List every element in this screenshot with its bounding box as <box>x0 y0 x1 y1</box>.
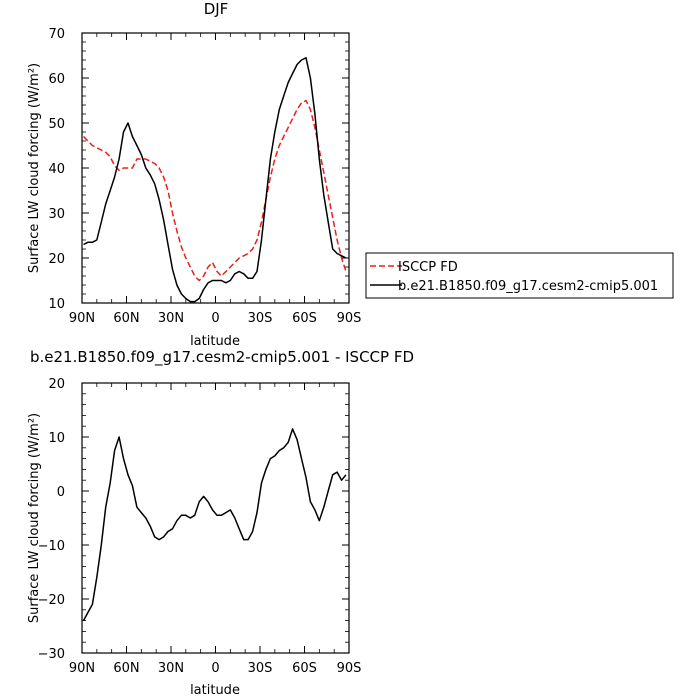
top-y-tick-label: 40 <box>48 162 65 177</box>
top-y-axis-label: Surface LW cloud forcing (W/m²) <box>27 63 42 273</box>
bottom-axis-ticks: 90N 60N 30N 0 30S 60S 90S −30 −20 −10 0 10 20 <box>38 377 362 676</box>
top-series-line-1 <box>83 57 347 303</box>
bottom-x-tick-label: 0 <box>211 661 219 676</box>
top-x-tick-label: 60S <box>292 311 317 326</box>
top-x-axis-label: latitude <box>190 334 240 349</box>
bottom-x-axis-label: latitude <box>190 683 240 698</box>
top-y-tick-label: 10 <box>48 297 65 312</box>
top-x-tick-label: 90S <box>337 311 362 326</box>
bottom-y-tick-label: −10 <box>38 539 65 554</box>
bottom-y-tick-label: 20 <box>48 377 65 392</box>
bottom-chart-title: b.e21.B1850.f09_g17.cesm2-cmip5.001 - IS… <box>30 348 414 367</box>
top-series-line-0 <box>82 99 347 282</box>
bottom-panel: b.e21.B1850.f09_g17.cesm2-cmip5.001 - IS… <box>27 348 414 698</box>
bottom-plot-frame <box>81 382 350 654</box>
top-axis-ticks: 90N 60N 30N 0 30S 60S 90S 10 20 30 40 50 60 70 <box>48 27 361 326</box>
bottom-x-tick-label: 90N <box>69 661 95 676</box>
bottom-x-tick-label: 30S <box>248 661 273 676</box>
legend-label-isccp: ISCCP FD <box>398 260 458 275</box>
bottom-series-line-0 <box>82 428 347 621</box>
bottom-x-tick-label: 90S <box>337 661 362 676</box>
top-x-tick-label: 90N <box>69 311 95 326</box>
top-y-tick-label: 60 <box>48 72 65 87</box>
top-panel: DJF 90N 60N 30N 0 30S 60S 90S 10 20 30 40 50 60 70 la… <box>27 0 674 349</box>
bottom-x-tick-label: 30N <box>158 661 184 676</box>
top-series-group <box>82 57 347 303</box>
bottom-y-tick-label: −30 <box>38 647 65 662</box>
top-x-tick-label: 30S <box>248 311 273 326</box>
bottom-series-group <box>82 428 347 621</box>
bottom-y-tick-label: 0 <box>57 485 65 500</box>
top-chart-title: DJF <box>204 0 229 18</box>
bottom-y-tick-label: 10 <box>48 431 65 446</box>
top-y-tick-label: 30 <box>48 207 65 222</box>
legend-label-cesm: b.e21.B1850.f09_g17.cesm2-cmip5.001 <box>398 279 658 294</box>
top-x-tick-label: 60N <box>113 311 139 326</box>
legend-box <box>365 252 674 299</box>
top-y-tick-label: 20 <box>48 252 65 267</box>
bottom-y-tick-label: −20 <box>38 593 65 608</box>
top-y-tick-label: 50 <box>48 117 65 132</box>
top-y-tick-label: 70 <box>48 27 65 42</box>
top-x-tick-label: 30N <box>158 311 184 326</box>
bottom-y-axis-label: Surface LW cloud forcing (W/m²) <box>27 413 42 623</box>
bottom-x-tick-label: 60S <box>292 661 317 676</box>
legend: ISCCP FD b.e21.B1850.f09_g17.cesm2-cmip5… <box>365 252 674 299</box>
bottom-x-tick-label: 60N <box>113 661 139 676</box>
top-x-tick-label: 0 <box>211 311 219 326</box>
